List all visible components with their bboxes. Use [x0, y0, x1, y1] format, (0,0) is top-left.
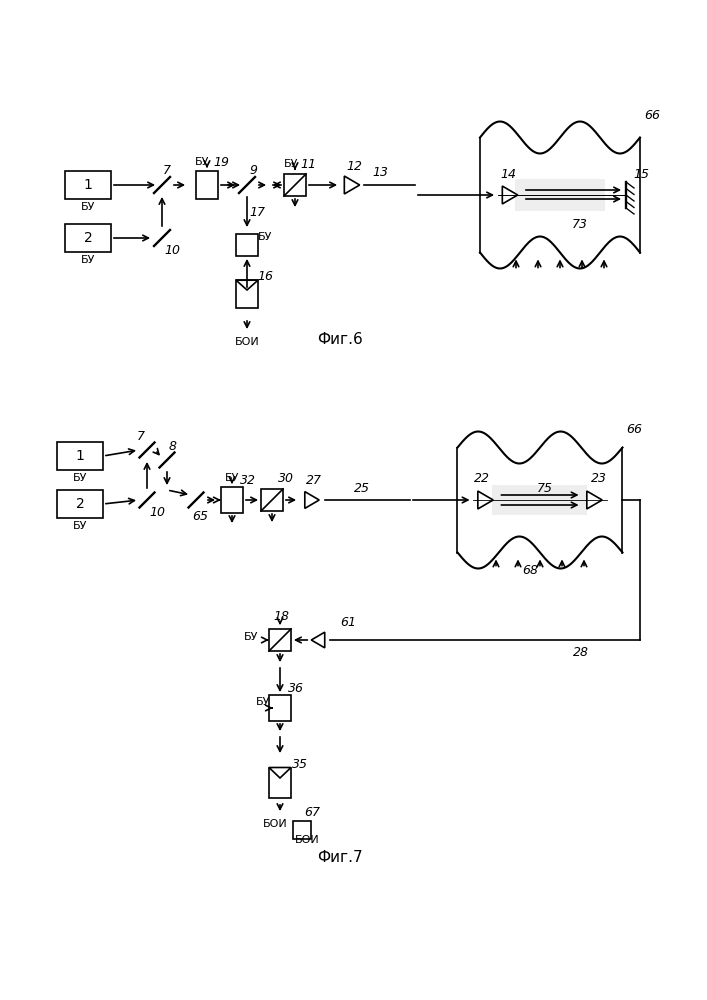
Text: 16: 16 [257, 269, 273, 282]
Text: 27: 27 [306, 475, 322, 488]
Text: 13: 13 [372, 166, 388, 180]
Text: БУ: БУ [244, 632, 258, 642]
Text: 73: 73 [572, 219, 588, 232]
Text: 10: 10 [164, 243, 180, 256]
Text: 36: 36 [288, 682, 304, 694]
Bar [269, 629, 291, 651]
Text: 35: 35 [292, 758, 308, 770]
Polygon shape [305, 492, 319, 508]
Text: 18: 18 [273, 610, 289, 624]
Text: БУ: БУ [73, 473, 87, 483]
Text: 1: 1 [76, 449, 84, 463]
Text: БУ: БУ [81, 255, 95, 265]
Text: БОИ: БОИ [295, 835, 320, 845]
Text: 68: 68 [522, 564, 538, 577]
Bar [57, 442, 103, 470]
Text: 2: 2 [83, 231, 93, 245]
Polygon shape [311, 632, 325, 648]
Polygon shape [502, 186, 518, 204]
Text: 22: 22 [474, 473, 489, 486]
Text: 61: 61 [340, 615, 356, 629]
Text: 15: 15 [633, 168, 649, 182]
Text: 67: 67 [304, 806, 320, 818]
Text: 75: 75 [537, 482, 553, 494]
Text: 9: 9 [249, 164, 257, 178]
Bar [284, 174, 306, 196]
Bar [57, 490, 103, 518]
Bar [269, 695, 291, 721]
Text: 28: 28 [573, 646, 588, 658]
Text: 19: 19 [213, 155, 229, 168]
Text: 14: 14 [500, 167, 516, 180]
Text: 65: 65 [192, 510, 208, 522]
Text: 32: 32 [240, 474, 256, 487]
Bar [65, 224, 111, 252]
Text: 7: 7 [137, 430, 145, 442]
Text: БОИ: БОИ [262, 819, 287, 829]
Text: БУ: БУ [284, 159, 298, 169]
Polygon shape [344, 176, 360, 194]
Bar [293, 821, 311, 839]
Text: БУ: БУ [195, 157, 209, 167]
Text: 25: 25 [354, 482, 370, 494]
Bar [493, 485, 588, 515]
Text: 66: 66 [644, 109, 660, 122]
Bar [515, 179, 605, 211]
Text: 11: 11 [300, 157, 316, 170]
Text: 7: 7 [163, 164, 171, 178]
Text: 2: 2 [76, 497, 84, 511]
Text: 66: 66 [626, 423, 643, 436]
Bar [221, 487, 243, 513]
Text: 1: 1 [83, 178, 93, 192]
Polygon shape [236, 280, 258, 290]
Text: 8: 8 [169, 440, 177, 452]
Text: БУ: БУ [258, 232, 272, 242]
Text: 23: 23 [590, 473, 607, 486]
Bar [65, 171, 111, 199]
Bar [269, 768, 291, 798]
Text: БОИ: БОИ [235, 337, 259, 347]
Text: БУ: БУ [81, 202, 95, 212]
Bar [261, 489, 283, 511]
Text: 30: 30 [278, 473, 294, 486]
Polygon shape [478, 491, 493, 509]
Polygon shape [269, 768, 291, 778]
Text: 10: 10 [149, 506, 165, 518]
Bar [196, 171, 218, 199]
Bar [236, 280, 258, 308]
Text: БУ: БУ [256, 697, 270, 707]
Text: 17: 17 [249, 207, 265, 220]
Bar [236, 234, 258, 256]
Text: Фиг.7: Фиг.7 [317, 850, 363, 865]
Text: Фиг.6: Фиг.6 [317, 332, 363, 348]
Polygon shape [587, 491, 602, 509]
Text: БУ: БУ [225, 473, 239, 483]
Text: 12: 12 [346, 160, 362, 174]
Text: БУ: БУ [73, 521, 87, 531]
